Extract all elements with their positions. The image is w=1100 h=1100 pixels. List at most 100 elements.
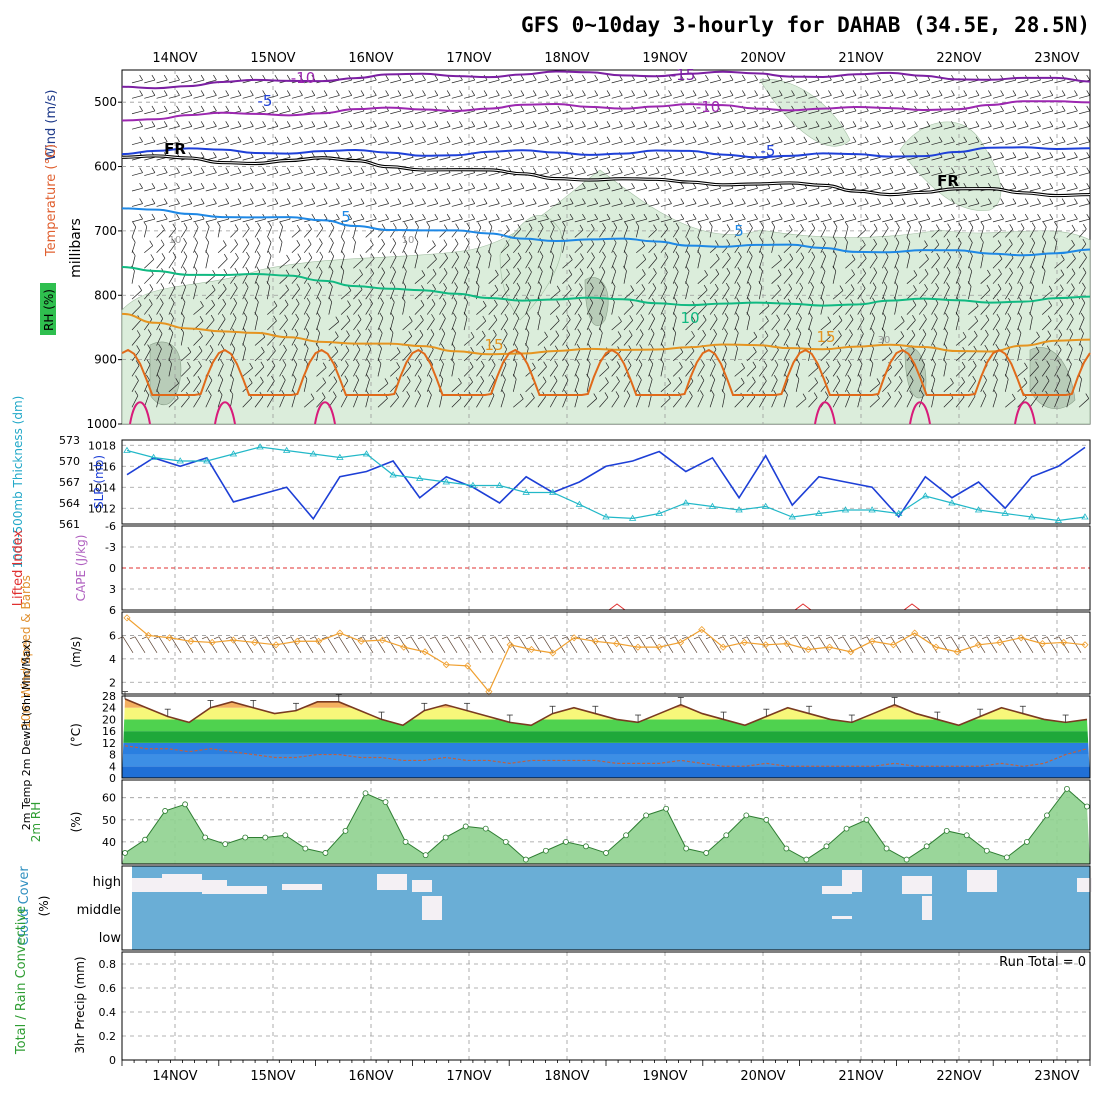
thickness-point xyxy=(788,513,796,520)
wind-barb-10m xyxy=(530,636,542,653)
wind-barb xyxy=(636,274,646,284)
wind-barb xyxy=(389,243,397,253)
wind-barb-flag xyxy=(285,284,289,290)
wind-barb-flag xyxy=(582,121,586,127)
wind-barb-flag xyxy=(508,152,512,158)
wind-barb xyxy=(463,366,474,377)
wind-barb xyxy=(1078,302,1086,315)
wind-barb xyxy=(734,397,744,408)
wind-barb-10m-flag xyxy=(309,636,316,640)
wind-barb-flag xyxy=(568,284,572,290)
wind-barb xyxy=(562,203,574,207)
wind-speed-point xyxy=(932,643,940,651)
wind-barb-flag xyxy=(234,224,239,230)
wind-barb-flag xyxy=(569,167,574,173)
wind-barb-flag xyxy=(555,315,560,321)
wind-barb-flag xyxy=(1071,239,1075,246)
wind-barb xyxy=(512,302,520,315)
wind-barb-flag xyxy=(205,221,210,228)
wind-barb-flag xyxy=(170,297,175,303)
wind-barb xyxy=(205,172,217,176)
wind-barb-flag xyxy=(606,136,611,142)
wind-barb-flag xyxy=(304,358,308,364)
wind-speed-point xyxy=(421,648,429,656)
wind-barb xyxy=(931,288,939,300)
wind-barb-flag xyxy=(849,314,854,320)
wind-barb xyxy=(574,244,583,254)
wind-barb-10m xyxy=(242,636,254,653)
wind-barb-flag xyxy=(619,213,623,220)
wind-barb xyxy=(660,126,672,130)
wind-barb xyxy=(611,79,623,84)
wind-barb xyxy=(1079,156,1090,161)
wind-barb xyxy=(476,203,488,207)
wind-barb-flag xyxy=(392,238,397,244)
wind-barb xyxy=(427,172,438,176)
wind-barb xyxy=(574,95,586,99)
rh-point xyxy=(382,799,389,806)
wind-barb-flag xyxy=(428,389,432,396)
wind-barb xyxy=(267,126,279,130)
wind-barb xyxy=(845,172,857,176)
wind-barb-flag xyxy=(483,198,488,204)
wind-barb xyxy=(242,126,254,130)
wind-barb xyxy=(599,397,609,408)
wind-barb-flag xyxy=(1000,121,1004,127)
wind-speed-point xyxy=(676,638,685,647)
wind-barb xyxy=(956,203,967,207)
wind-barb xyxy=(992,230,1002,238)
wind-barb xyxy=(992,303,1001,315)
wind-barb-flag xyxy=(692,74,697,81)
wind-barb-flag xyxy=(789,253,794,259)
wind-barb-flag xyxy=(988,213,992,220)
wind-barb xyxy=(1054,259,1065,269)
wind-barb-flag xyxy=(803,167,808,173)
wind-barb xyxy=(488,126,500,130)
wind-barb xyxy=(525,110,537,115)
wind-barb-10m-flag xyxy=(609,636,616,640)
wind-barb xyxy=(672,256,680,269)
wind-barb-flag xyxy=(328,296,333,303)
wind-barb xyxy=(427,203,438,207)
wind-barb xyxy=(303,379,308,392)
temp-band-0 xyxy=(122,766,1090,778)
wind-barb xyxy=(845,110,857,115)
wind-barb-flag xyxy=(575,374,580,380)
wind-barb xyxy=(771,319,780,331)
wind-barb xyxy=(599,271,606,284)
wind-barb-flag xyxy=(889,198,894,204)
wind-barb-flag xyxy=(692,152,697,158)
wind-barb-flag xyxy=(223,253,228,260)
wind-barb-flag xyxy=(237,90,242,96)
wind-barb-flag xyxy=(532,213,537,220)
wind-barb xyxy=(549,365,558,377)
wind-barb xyxy=(759,141,771,145)
wind-barb-flag xyxy=(1012,167,1017,173)
thickness-point xyxy=(761,502,770,509)
wind-barb-flag xyxy=(256,237,261,244)
wind-barb xyxy=(709,379,716,392)
wind-barb-flag xyxy=(471,90,476,96)
wind-barb-flag xyxy=(279,221,283,227)
wind-barb-flag xyxy=(470,346,474,353)
wind-barb-flag xyxy=(791,213,795,220)
wind-barb-flag xyxy=(650,343,654,350)
cloud-gap-9 xyxy=(842,870,862,892)
cloud-gap-0 xyxy=(132,878,162,892)
wind-barb-flag xyxy=(369,298,373,304)
wind-barb-flag xyxy=(714,240,719,246)
wind-barb xyxy=(648,348,654,362)
wind-barb-flag xyxy=(882,312,886,318)
wind-barb-flag xyxy=(791,90,795,96)
slp-line xyxy=(126,446,1086,521)
wind-barb xyxy=(906,226,911,238)
wind-barb-flag xyxy=(726,239,730,245)
wind-barb-flag xyxy=(799,282,804,289)
wind-barb xyxy=(734,332,739,346)
wind-barb-flag xyxy=(837,360,841,366)
wind-barb xyxy=(1029,317,1033,331)
wind-barb-10m xyxy=(146,636,158,653)
isotherm-label: 10 xyxy=(402,235,415,246)
cloud-ylabel: Cloud Cover xyxy=(17,866,32,946)
wind-barb-flag xyxy=(163,198,168,204)
